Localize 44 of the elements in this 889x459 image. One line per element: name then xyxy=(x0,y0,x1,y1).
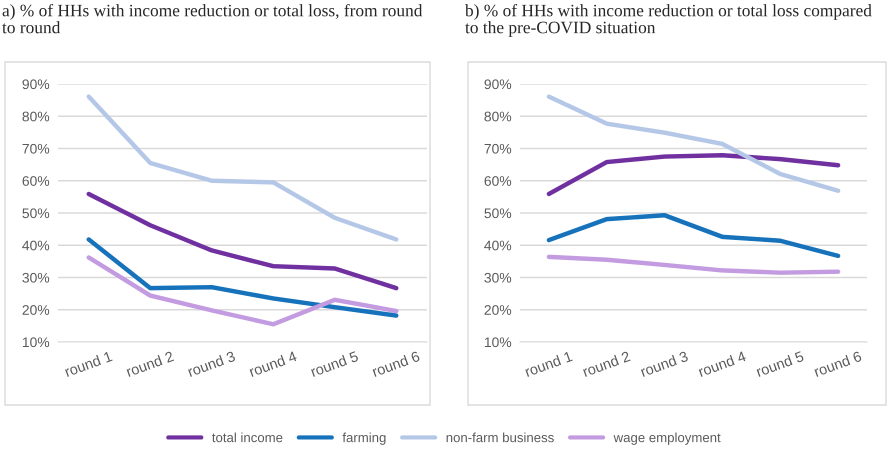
y-tick-label: 80% xyxy=(22,112,50,122)
y-tick-label: 80% xyxy=(484,112,512,122)
x-tick-label: round 2 xyxy=(126,350,174,377)
y-tick-label: 40% xyxy=(22,240,50,250)
x-tick-label: round 1 xyxy=(64,350,113,377)
y-tick-label: 10% xyxy=(484,337,512,348)
y-tick-label: 50% xyxy=(484,208,512,218)
line-series xyxy=(86,255,398,326)
x-tick-label: round 6 xyxy=(372,350,420,377)
y-tick-label: 90% xyxy=(22,79,50,90)
line-series xyxy=(86,237,398,318)
line-series xyxy=(546,153,840,196)
y-tick-label: 60% xyxy=(22,176,50,186)
line-series xyxy=(86,94,398,242)
x-tick-label: round 3 xyxy=(640,350,689,377)
y-tick-label: 20% xyxy=(484,305,512,315)
line-series xyxy=(546,213,840,258)
y-tick-label: 50% xyxy=(22,208,50,218)
y-tick-label: 70% xyxy=(22,144,50,154)
legend-label: total income xyxy=(212,432,282,442)
y-tick-label: 40% xyxy=(484,240,512,250)
x-tick-label: round 2 xyxy=(582,350,631,377)
line-series xyxy=(86,192,398,290)
chart-title: a) % of HHs with income reduction or total loss, from round to round xyxy=(2,4,422,34)
y-tick-label: 70% xyxy=(484,144,512,154)
x-tick-label: round 1 xyxy=(524,350,573,377)
legend-label: farming xyxy=(342,432,386,445)
y-tick-label: 30% xyxy=(22,272,50,283)
legend-label: non-farm business xyxy=(446,432,554,442)
x-tick-label: round 5 xyxy=(310,350,359,377)
x-tick-label: round 4 xyxy=(248,350,298,377)
line-series xyxy=(546,254,840,275)
y-tick-label: 90% xyxy=(484,79,512,90)
y-tick-label: 20% xyxy=(22,305,50,315)
y-tick-label: 10% xyxy=(22,337,50,348)
x-tick-label: round 6 xyxy=(813,350,862,377)
y-tick-label: 30% xyxy=(484,272,512,283)
legend-label: wage employment xyxy=(614,432,721,445)
x-tick-label: round 5 xyxy=(756,350,804,377)
line-series xyxy=(546,94,840,193)
x-tick-label: round 3 xyxy=(187,350,236,377)
y-tick-label: 60% xyxy=(484,176,512,186)
chart-title: b) % of HHs with income reduction or total loss compared to the pre-COVID situation xyxy=(465,4,872,37)
x-tick-label: round 4 xyxy=(698,350,747,377)
